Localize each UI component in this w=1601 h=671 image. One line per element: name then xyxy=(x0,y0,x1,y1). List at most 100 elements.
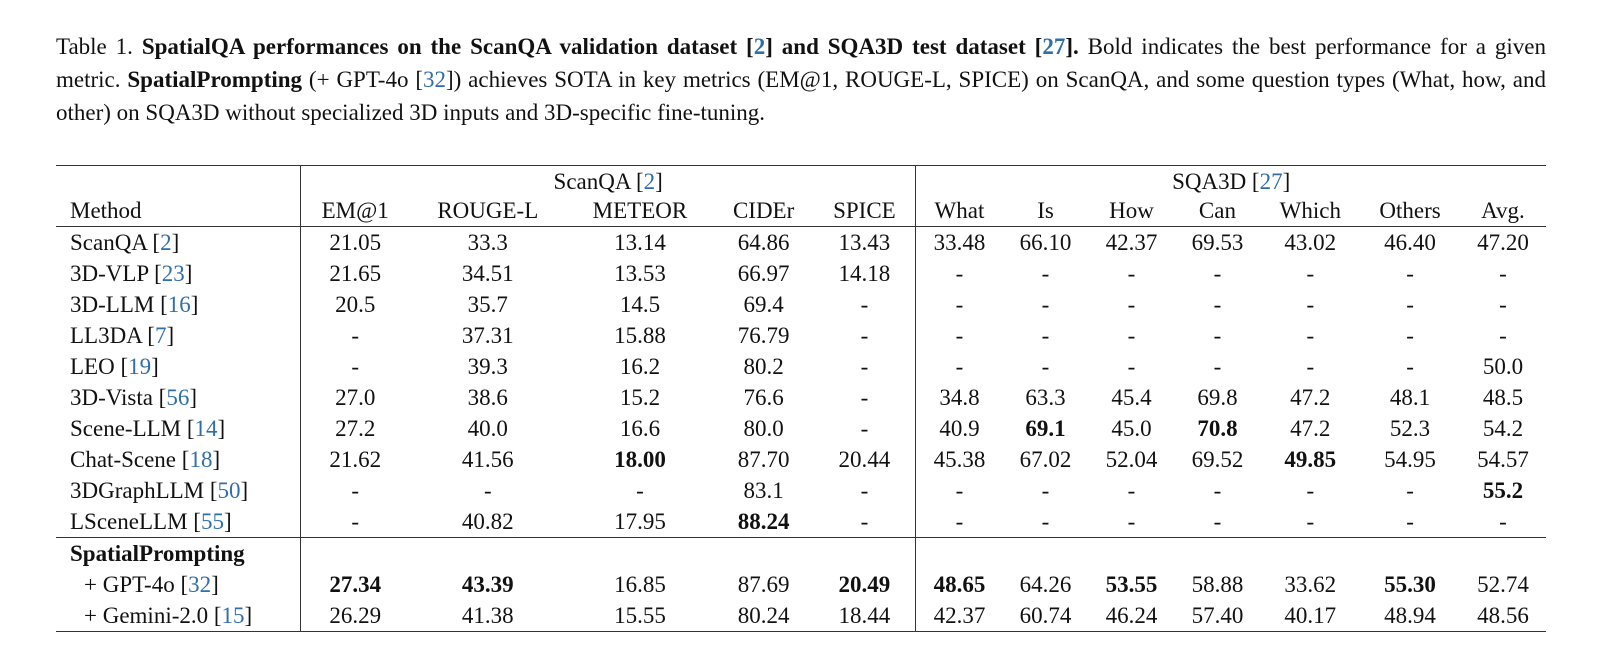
value-cell: 41.56 xyxy=(461,447,514,472)
value-cell: 69.53 xyxy=(1191,230,1244,255)
value-cell: 21.65 xyxy=(300,258,410,289)
value-cell: 17.95 xyxy=(614,509,666,534)
value-cell: - xyxy=(1213,478,1222,503)
citation-link[interactable]: 27 xyxy=(1259,169,1283,194)
value-cell: 20.44 xyxy=(838,447,891,472)
scanqa-group-header: ScanQA [2] xyxy=(299,165,916,195)
method-name-cell: LL3DA [7] xyxy=(70,323,175,348)
empty-cell xyxy=(1360,537,1460,569)
value-cell: 60.74 xyxy=(1002,600,1089,632)
caption-label: Table 1. xyxy=(56,34,133,59)
value-cell: - xyxy=(1306,323,1315,348)
value-cell: 63.3 xyxy=(1025,385,1066,410)
column-header: Method xyxy=(56,195,301,227)
group-header-row: ScanQA [2] SQA3D [27] xyxy=(56,165,1546,195)
value-cell: 34.8 xyxy=(915,382,1003,413)
citation-link[interactable]: 19 xyxy=(128,354,152,379)
citation-link[interactable]: 32 xyxy=(188,572,212,597)
value-cell: - xyxy=(1213,323,1222,348)
value-cell: 15.88 xyxy=(614,323,666,348)
empty-cell xyxy=(713,537,814,569)
value-cell: 55.2 xyxy=(1482,478,1524,503)
value-cell: 39.3 xyxy=(467,354,508,379)
value-cell: - xyxy=(915,506,1003,538)
citation-link[interactable]: 55 xyxy=(200,509,224,534)
citation-link[interactable]: 18 xyxy=(189,447,213,472)
table-row: LSceneLLM [55] - 40.82 17.95 88.24 - - - - - - - - xyxy=(56,506,1546,538)
value-cell: 42.37 xyxy=(915,600,1003,632)
value-cell: 20.49 xyxy=(838,572,891,597)
value-cell: 20.5 xyxy=(300,289,410,320)
method-name-cell: LEO [19] xyxy=(70,354,159,379)
value-cell: - xyxy=(1499,292,1507,317)
empty-cell xyxy=(300,537,410,569)
value-cell: 54.95 xyxy=(1384,447,1436,472)
empty-cell xyxy=(409,537,567,569)
value-cell: 34.51 xyxy=(461,261,514,286)
method-name-cell: + GPT-4o [32] xyxy=(84,572,219,597)
empty-cell xyxy=(813,537,916,569)
value-cell: 38.6 xyxy=(467,385,508,410)
method-name-cell: Chat-Scene [18] xyxy=(70,447,221,472)
value-cell: 18.00 xyxy=(614,447,666,472)
value-cell: - xyxy=(1041,292,1050,317)
method-name-cell: 3D-LLM [16] xyxy=(70,292,199,317)
table-row: LEO [19] - 39.3 16.2 80.2 - - - - - - - 50.0 xyxy=(56,351,1546,382)
value-cell: - xyxy=(860,323,869,348)
citation-link[interactable]: 56 xyxy=(166,385,190,410)
table-row: + Gemini-2.0 [15] 26.29 41.38 15.55 80.24 18.… xyxy=(56,600,1546,632)
value-cell: - xyxy=(1127,292,1136,317)
value-cell: 54.57 xyxy=(1477,447,1529,472)
value-cell: 48.65 xyxy=(915,569,1003,600)
value-cell: 64.26 xyxy=(1019,572,1072,597)
value-cell: - xyxy=(1127,354,1136,379)
column-header: Can xyxy=(1174,195,1261,227)
value-cell: - xyxy=(860,478,869,503)
value-cell: - xyxy=(636,478,644,503)
value-cell: - xyxy=(1306,509,1315,534)
table-row: 3DGraphLLM [50] - - - 83.1 - - - - - - - 55.2 xyxy=(56,475,1546,506)
value-cell: - xyxy=(1306,292,1315,317)
value-cell: 45.4 xyxy=(1111,385,1152,410)
value-cell: 52.04 xyxy=(1105,447,1158,472)
citation-link[interactable]: 27 xyxy=(1042,34,1066,59)
value-cell: 67.02 xyxy=(1019,447,1072,472)
citation-link[interactable]: 15 xyxy=(221,603,245,628)
table-row: + GPT-4o [32] 27.34 43.39 16.85 87.69 20.49 48… xyxy=(56,569,1546,600)
citation-link[interactable]: 2 xyxy=(753,34,766,59)
value-cell: 47.2 xyxy=(1290,385,1331,410)
value-cell: 46.24 xyxy=(1088,600,1175,632)
value-cell: - xyxy=(1306,478,1315,503)
value-cell: 47.20 xyxy=(1477,230,1529,255)
citation-link[interactable]: 2 xyxy=(160,230,172,255)
table-body: ScanQA [2] 21.05 33.3 13.14 64.86 13.43 33.48 6… xyxy=(56,226,1546,632)
value-cell: 27.0 xyxy=(300,382,410,413)
citation-link[interactable]: 32 xyxy=(422,67,446,92)
citation-link[interactable]: 23 xyxy=(161,261,185,286)
value-cell: - xyxy=(860,292,869,317)
empty-cell xyxy=(1002,537,1089,569)
value-cell: 49.85 xyxy=(1284,447,1337,472)
caption-bold-title: SpatialQA performances on the ScanQA val… xyxy=(141,34,1079,59)
column-header: What xyxy=(915,195,1003,227)
citation-link[interactable]: 14 xyxy=(194,416,218,441)
value-cell: - xyxy=(1306,261,1315,286)
table-row: 3D-LLM [16] 20.5 35.7 14.5 69.4 - - - - - - - - xyxy=(56,289,1546,320)
value-cell: 88.24 xyxy=(737,509,790,534)
citation-link[interactable]: 16 xyxy=(167,292,191,317)
value-cell: 33.3 xyxy=(467,230,508,255)
value-cell: 53.55 xyxy=(1105,572,1158,597)
citation-link[interactable]: 2 xyxy=(643,169,656,194)
method-name-cell: + Gemini-2.0 [15] xyxy=(56,600,301,632)
citation-link[interactable]: 7 xyxy=(154,323,167,348)
value-cell: - xyxy=(300,320,410,351)
value-cell: - xyxy=(1406,354,1414,379)
value-cell: - xyxy=(1213,292,1222,317)
value-cell: 58.88 xyxy=(1191,572,1244,597)
value-cell: - xyxy=(860,385,869,410)
table-row: LL3DA [7] - 37.31 15.88 76.79 - - - - - - - - xyxy=(56,320,1546,351)
value-cell: 45.0 xyxy=(1111,416,1152,441)
value-cell: 21.62 xyxy=(300,444,410,475)
citation-link[interactable]: 50 xyxy=(217,478,241,503)
value-cell: 13.14 xyxy=(614,230,666,255)
